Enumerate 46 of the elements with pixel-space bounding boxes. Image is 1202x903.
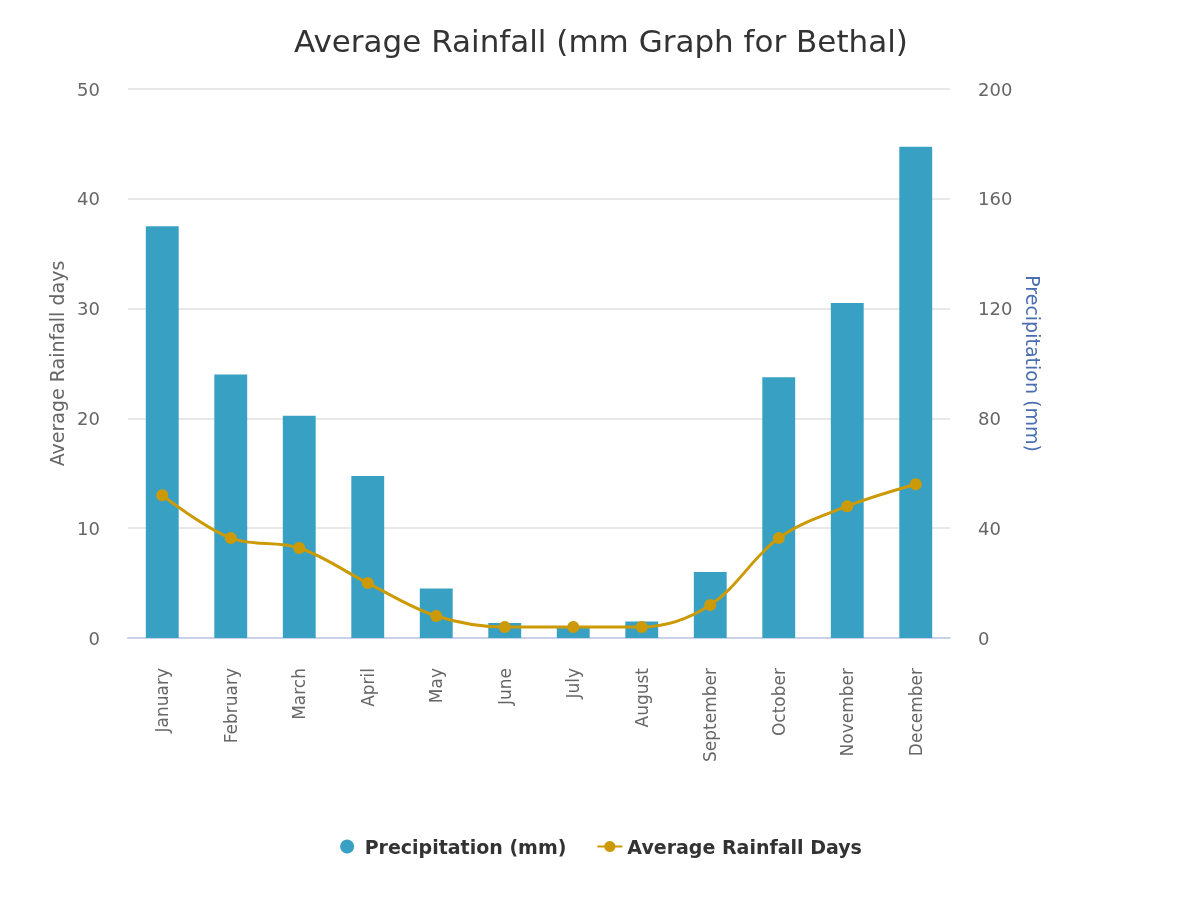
y-tick-label: 40 xyxy=(77,188,100,210)
x-tick-label: May xyxy=(426,668,447,704)
x-tick-label: April xyxy=(357,668,378,707)
chart-title: Average Rainfall (mm Graph for Bethal) xyxy=(294,22,908,59)
point xyxy=(293,541,306,554)
bar xyxy=(693,572,727,638)
y2-tick-label: 80 xyxy=(978,407,1001,429)
y2-tick-label: 0 xyxy=(978,627,990,649)
y2-tick-label: 120 xyxy=(978,298,1013,320)
y-tick-label: 20 xyxy=(77,407,100,429)
bar xyxy=(830,303,864,638)
x-tick-label: March xyxy=(289,668,310,720)
point xyxy=(704,599,717,612)
x-tick-label: January xyxy=(152,668,173,734)
x-tick-label: November xyxy=(837,667,858,757)
bar xyxy=(282,415,316,638)
x-tick-label: August xyxy=(631,667,652,728)
y-tick-label: 50 xyxy=(77,78,100,100)
y-axis-title: Average Rainfall days xyxy=(45,260,68,467)
point xyxy=(909,478,922,491)
legend-label: Average Rainfall Days xyxy=(627,835,862,858)
bar xyxy=(351,476,385,638)
point xyxy=(567,621,580,634)
point xyxy=(772,532,785,545)
bar xyxy=(214,374,248,638)
y-tick-label: 0 xyxy=(88,627,100,649)
y-tick-label: 30 xyxy=(77,298,100,320)
legend-label: Precipitation (mm) xyxy=(364,835,567,858)
x-tick-label: February xyxy=(220,668,241,744)
x-tick-label: July xyxy=(563,668,584,700)
point xyxy=(156,489,169,502)
y2-tick-label: 200 xyxy=(978,78,1013,100)
x-tick-label: June xyxy=(494,668,515,707)
point xyxy=(841,500,854,513)
y2-tick-label: 40 xyxy=(978,517,1001,539)
x-tick-label: December xyxy=(905,667,926,757)
bar xyxy=(145,226,179,638)
point xyxy=(361,577,374,590)
x-tick-label: September xyxy=(700,667,721,762)
bar xyxy=(899,146,933,638)
point xyxy=(224,532,237,545)
bar xyxy=(762,377,796,638)
y2-axis-title: Precipitation (mm) xyxy=(1021,275,1044,452)
y2-tick-label: 160 xyxy=(978,188,1013,210)
y-tick-label: 10 xyxy=(77,517,100,539)
x-tick-label: October xyxy=(768,668,789,737)
